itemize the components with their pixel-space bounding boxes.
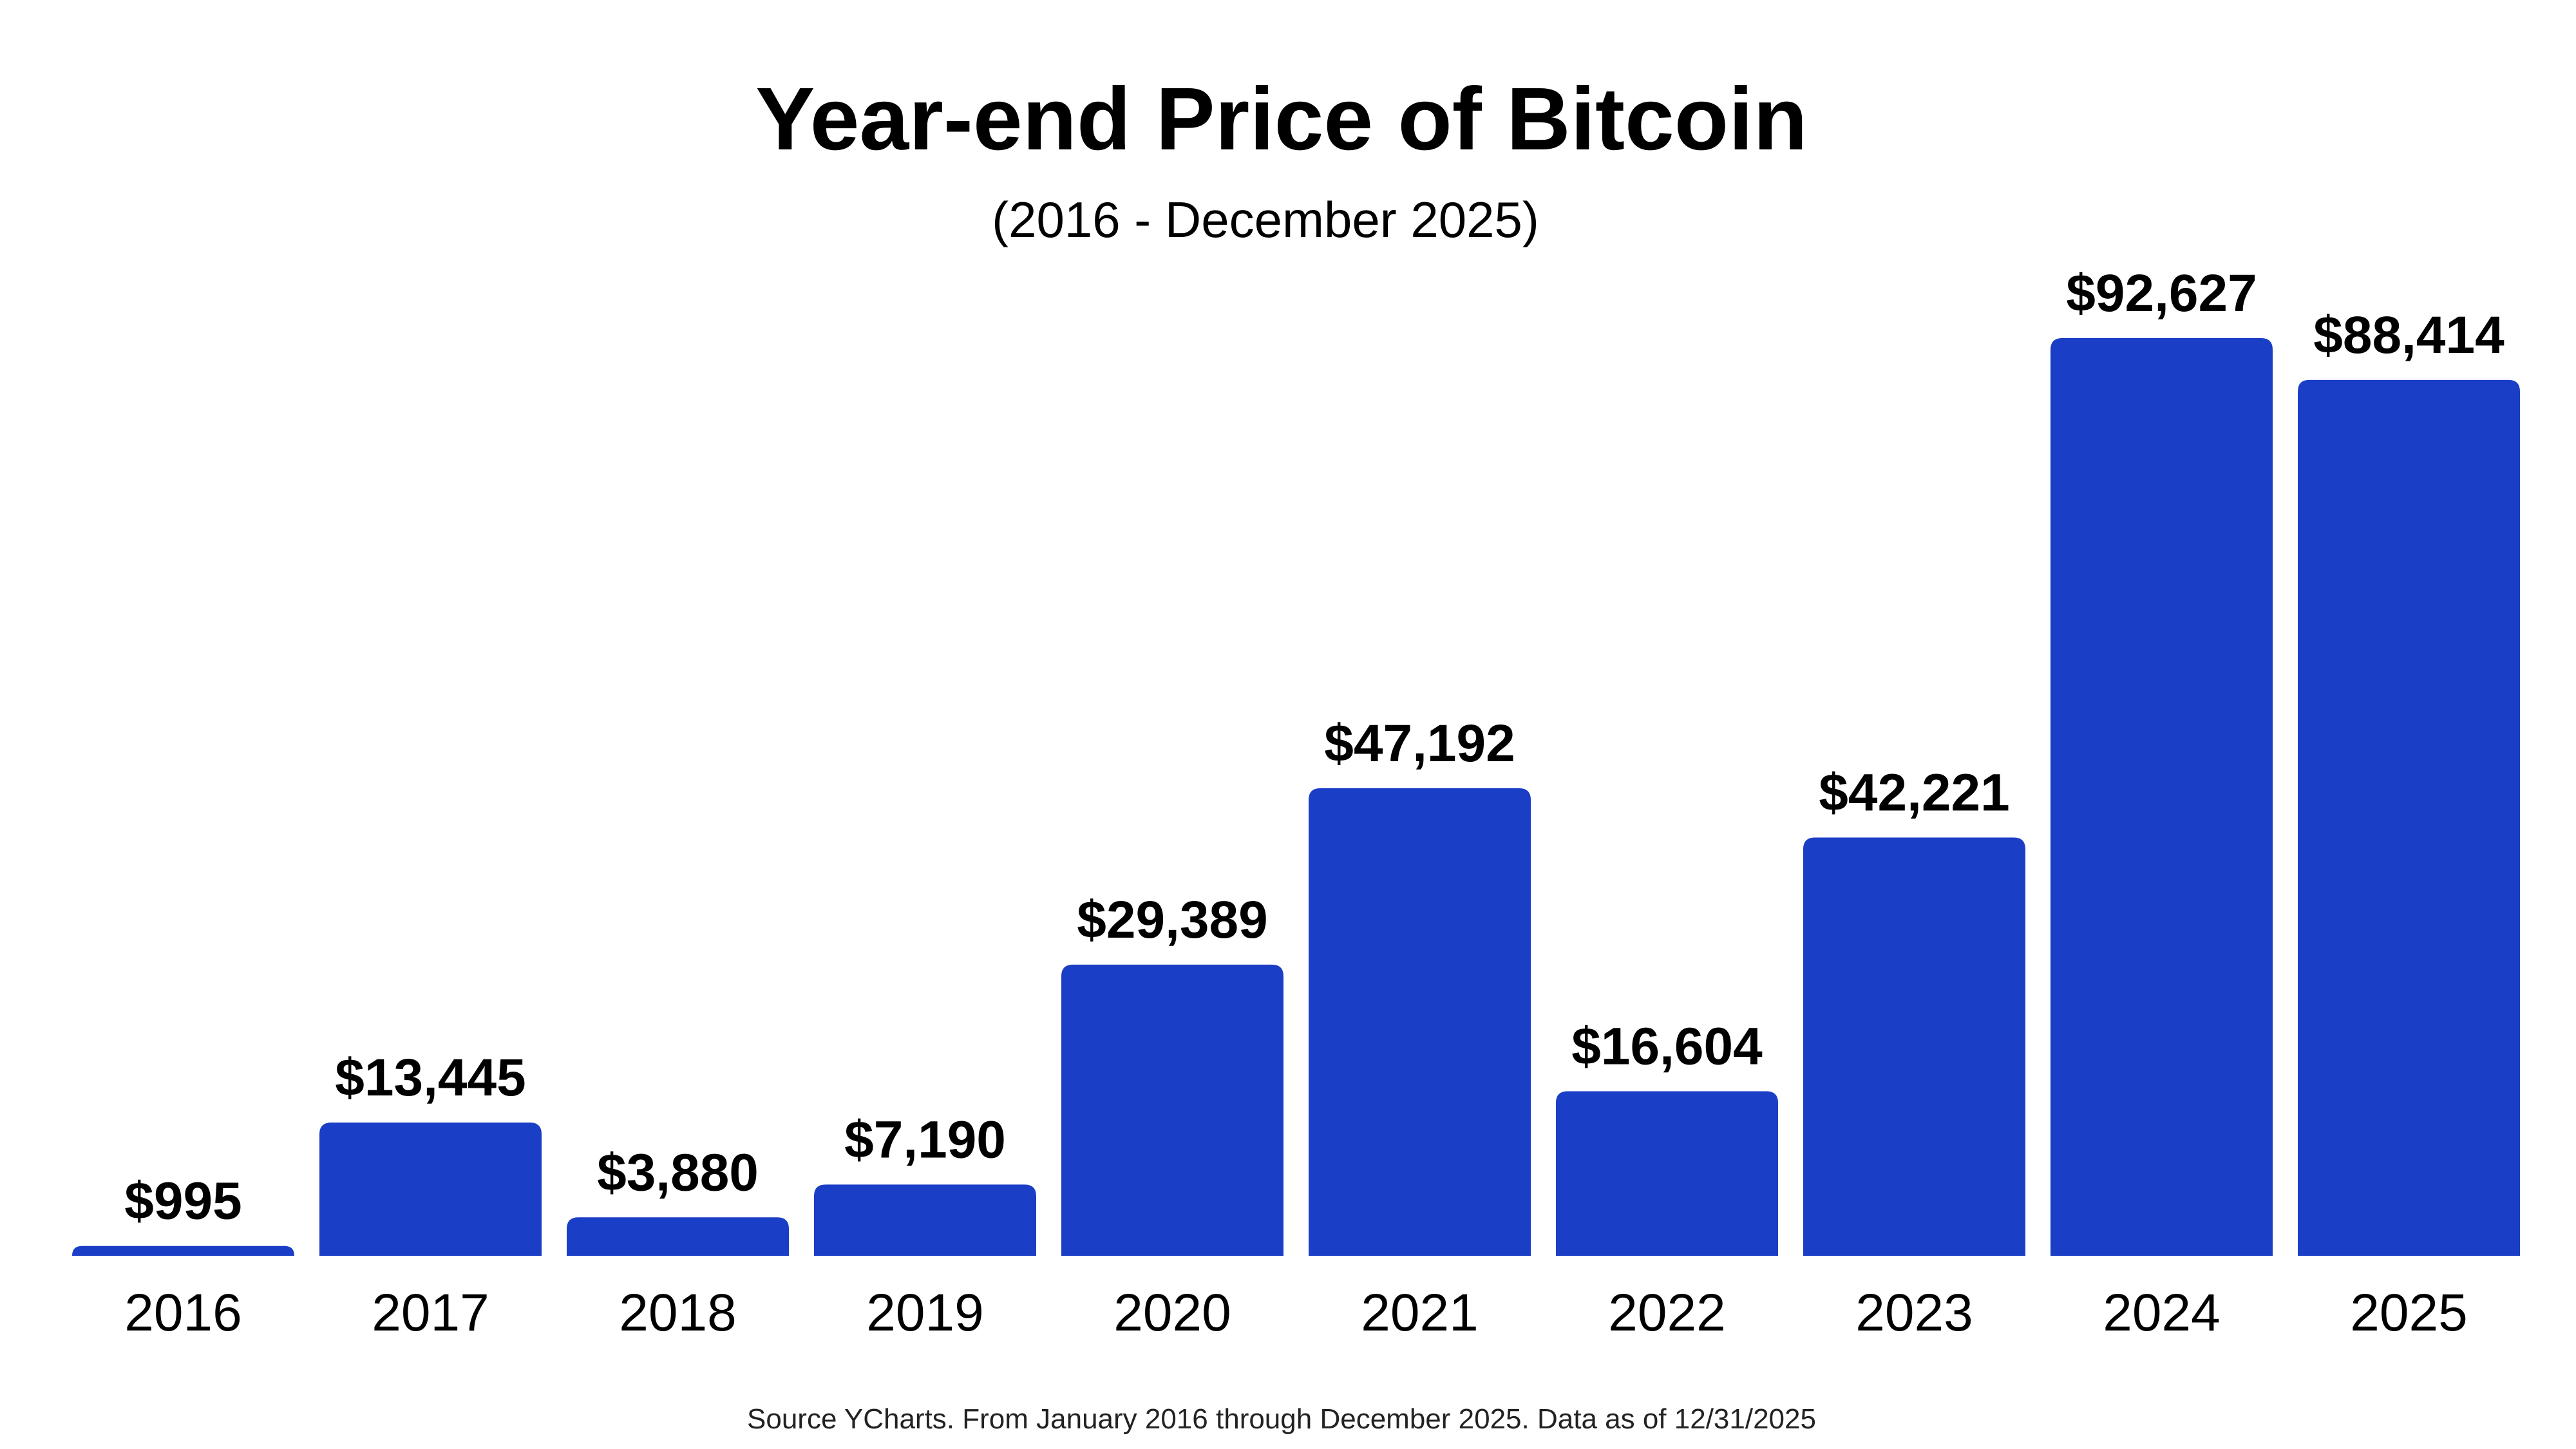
x-tick-label-2023: 2023 bbox=[1855, 1283, 1973, 1342]
x-tick-label-2017: 2017 bbox=[372, 1283, 489, 1342]
bar-2018 bbox=[567, 1217, 789, 1256]
x-tick-label-2024: 2024 bbox=[2103, 1283, 2220, 1342]
bar-2023 bbox=[1803, 837, 2025, 1256]
x-tick-label-2020: 2020 bbox=[1113, 1283, 1231, 1342]
chart-subtitle: (2016 - December 2025) bbox=[992, 191, 1539, 248]
value-label-2020: $29,389 bbox=[1077, 891, 1267, 949]
bar-2020 bbox=[1061, 964, 1283, 1256]
bar-2017 bbox=[319, 1122, 542, 1256]
x-tick-label-2025: 2025 bbox=[2350, 1283, 2467, 1342]
x-tick-label-2018: 2018 bbox=[619, 1283, 736, 1342]
x-tick-label-2016: 2016 bbox=[124, 1283, 242, 1342]
chart-title: Year-end Price of Bitcoin bbox=[755, 70, 1807, 169]
x-tick-label-2019: 2019 bbox=[866, 1283, 983, 1342]
value-label-2017: $13,445 bbox=[335, 1048, 526, 1107]
value-label-2025: $88,414 bbox=[2313, 306, 2505, 365]
x-tick-label-2021: 2021 bbox=[1361, 1283, 1478, 1342]
value-labels-layer: $995 $13,445 $3,880 $7,190 $29,389 $47,192 $16… bbox=[124, 264, 2505, 1231]
value-label-2023: $42,221 bbox=[1819, 763, 2009, 822]
value-label-2022: $16,604 bbox=[1571, 1018, 1763, 1076]
bar-2019 bbox=[814, 1184, 1036, 1256]
source-note: Source YCharts. From January 2016 throug… bbox=[747, 1403, 1816, 1435]
bar-2024 bbox=[2050, 338, 2273, 1256]
value-label-2021: $47,192 bbox=[1324, 714, 1515, 773]
value-label-2019: $7,190 bbox=[844, 1110, 1006, 1169]
value-label-2024: $92,627 bbox=[2066, 264, 2257, 323]
value-label-2016: $995 bbox=[124, 1172, 242, 1231]
bar-2021 bbox=[1309, 788, 1531, 1256]
bar-2016 bbox=[72, 1245, 294, 1256]
x-tick-label-2022: 2022 bbox=[1608, 1283, 1725, 1342]
bars-layer bbox=[72, 338, 2520, 1256]
x-axis-tick-labels: 2016 2017 2018 2019 2020 2021 2022 2023 2024 2025 bbox=[124, 1283, 2467, 1342]
bar-2022 bbox=[1556, 1091, 1778, 1256]
value-label-2018: $3,880 bbox=[597, 1143, 759, 1202]
bar-2025 bbox=[2298, 379, 2520, 1256]
